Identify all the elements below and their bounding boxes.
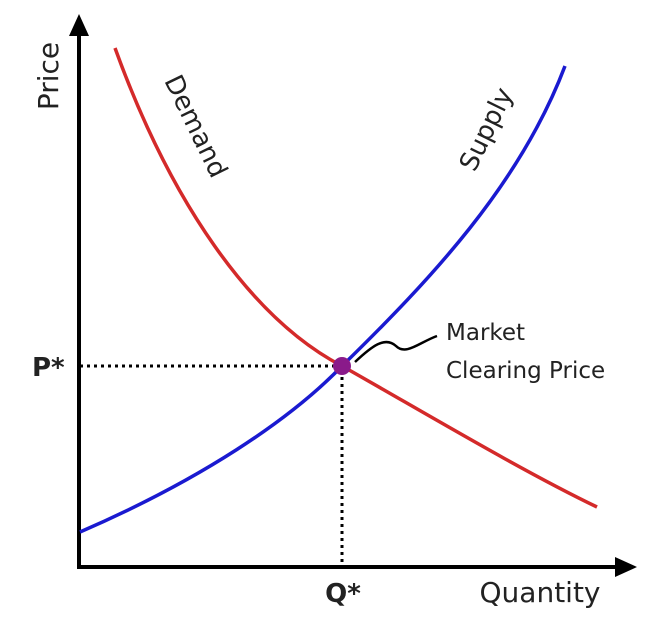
annotation-line-1: Market — [446, 320, 525, 346]
annotation-connector — [354, 334, 438, 363]
y-axis-label: Price — [32, 42, 65, 110]
x-axis-label: Quantity — [480, 576, 601, 609]
price-marker: P* — [32, 353, 65, 383]
y-axis-arrowhead — [69, 14, 89, 36]
supply-label: Supply — [454, 83, 520, 176]
equilibrium-point — [333, 357, 351, 375]
quantity-marker: Q* — [325, 579, 361, 609]
demand-label: Demand — [158, 70, 233, 182]
annotation-line-2: Clearing Price — [446, 358, 605, 384]
x-axis-arrowhead — [615, 557, 637, 577]
